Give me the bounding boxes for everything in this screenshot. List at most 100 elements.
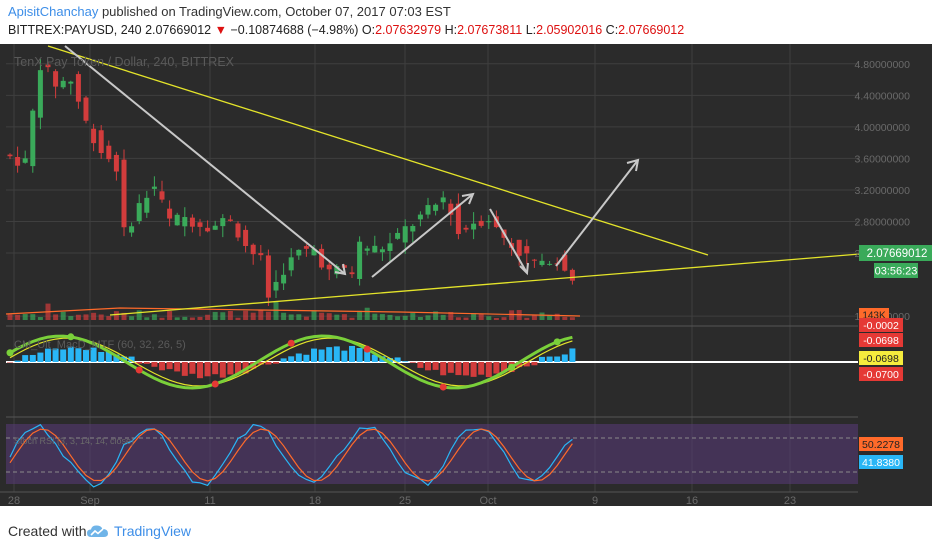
candle-body	[15, 156, 21, 166]
macd-histogram-bar	[83, 349, 89, 362]
macd-histogram-bar	[273, 362, 279, 364]
arrow-down-1	[64, 45, 346, 275]
volume-bar	[296, 314, 302, 320]
volume-bars	[5, 301, 581, 320]
arrow-head-2	[461, 192, 475, 205]
macd-histogram-bar	[341, 350, 348, 362]
watermark: TenX Pay Token / Dollar, 240, BITTREX CM…	[14, 55, 235, 446]
macd-histogram-bar	[371, 354, 378, 362]
last-price-axis-label: 2.07669012	[867, 248, 928, 260]
down-arrow-icon: ▼	[214, 23, 227, 37]
candle-body	[30, 110, 36, 167]
volume-bar	[250, 312, 256, 320]
volume-bar	[197, 316, 203, 320]
rsi-title: Stoch RSI (3, 3, 14, 14, close)	[14, 436, 134, 446]
macd-histogram-bar	[394, 357, 401, 362]
volume-bar	[395, 316, 401, 320]
countdown-badge	[874, 263, 918, 278]
arrow-head-4	[626, 158, 640, 172]
publish-info: published on TradingView.com, October 07…	[101, 4, 451, 19]
volume-bar	[379, 314, 385, 320]
macd-histogram-bar	[45, 348, 51, 362]
volume-bar	[326, 313, 332, 320]
candle-body	[227, 219, 233, 221]
volume-bar	[364, 307, 370, 320]
tradingview-brand[interactable]: TradingView	[114, 523, 192, 539]
chart-area[interactable]: TenX Pay Token / Dollar, 240, BITTREX CM…	[0, 44, 932, 507]
macd-histogram-bar	[189, 362, 196, 374]
volume-label: 143K	[862, 311, 886, 322]
volume-bar	[60, 311, 66, 320]
volume-bar	[189, 317, 195, 320]
volume-bar	[471, 313, 477, 320]
macd-histogram-bar	[531, 362, 538, 366]
price-axis[interactable]: 4.80000000 4.40000000 4.00000000 3.60000000…	[855, 59, 911, 323]
candle-body	[387, 243, 393, 251]
volume-bar	[288, 314, 294, 320]
volume-bar	[220, 312, 226, 320]
price-tick-label: 2.80000000	[855, 216, 911, 228]
arrow-down-2	[489, 208, 528, 274]
macd-cross-dot	[211, 380, 219, 388]
candle-body	[349, 272, 355, 275]
macd-value-3: -0.0698	[863, 353, 899, 365]
rsi-band	[6, 424, 858, 484]
open-value: 2.07632979	[375, 23, 442, 37]
volume-bar	[455, 317, 461, 320]
macd-histogram-bar	[136, 362, 143, 364]
rsi-value-2: 41.8380	[862, 457, 900, 469]
macd-histogram-bar	[463, 362, 469, 376]
author-link[interactable]: ApisitChanchay	[8, 4, 99, 19]
volume-bar	[68, 316, 74, 320]
macd-cross-dot	[508, 363, 516, 371]
macd-histogram-bar	[318, 349, 325, 362]
time-axis[interactable]: 28 Sep 11 18 25 Oct 9 16 23	[0, 491, 858, 507]
macd-histogram-bar	[52, 348, 59, 362]
volume-ma-line	[5, 307, 581, 317]
candle-body	[531, 259, 537, 261]
macd-histogram-bar	[425, 362, 431, 371]
candle-body	[478, 220, 484, 226]
macd-value-1: -0.0002	[863, 320, 899, 332]
volume-bar	[478, 314, 484, 320]
volume-bar	[387, 314, 393, 320]
macd-histogram-bar	[37, 352, 44, 362]
volume-bar	[129, 316, 135, 320]
volume-bar	[417, 316, 423, 320]
volume-bar	[349, 317, 355, 320]
volume-bar	[151, 314, 157, 320]
candle-body	[288, 257, 294, 271]
candle-body	[159, 191, 165, 200]
macd-cross-dot	[553, 338, 561, 346]
candle-body	[83, 97, 89, 121]
tradingview-logo-icon	[87, 525, 108, 537]
created-with-text: Created with	[8, 523, 87, 539]
macd-histogram-bar	[409, 362, 416, 363]
candle-body	[75, 74, 81, 102]
candle-body	[189, 217, 195, 227]
candle-body	[433, 204, 439, 211]
price-tick-label: 4.80000000	[855, 59, 911, 71]
volume-bar	[121, 312, 127, 320]
chart-svg[interactable]: TenX Pay Token / Dollar, 240, BITTREX CM…	[0, 44, 932, 507]
arrow-head-1	[334, 263, 347, 276]
macd-histogram-bar	[280, 358, 287, 362]
macd-histogram-bar	[333, 346, 340, 362]
volume-bar	[501, 317, 507, 320]
macd-histogram-bar	[265, 362, 272, 365]
volume-bar	[7, 314, 13, 320]
price-tick-label: 4.00000000	[855, 122, 911, 134]
macd-histogram-bar	[501, 362, 507, 373]
candle-body	[136, 203, 142, 222]
price-change: −0.10874688 (−4.98%)	[230, 23, 359, 37]
time-tick-label: Sep	[80, 495, 100, 506]
volume-bar	[113, 311, 119, 320]
candle-body	[212, 225, 218, 230]
macd-histogram-bar	[447, 362, 454, 373]
candle-body	[235, 223, 241, 238]
macd-histogram-bar	[295, 353, 302, 362]
volume-bar	[341, 314, 347, 320]
candle-body	[182, 217, 188, 227]
macd-histogram-bar	[151, 362, 158, 367]
macd-histogram-bar	[432, 362, 439, 370]
